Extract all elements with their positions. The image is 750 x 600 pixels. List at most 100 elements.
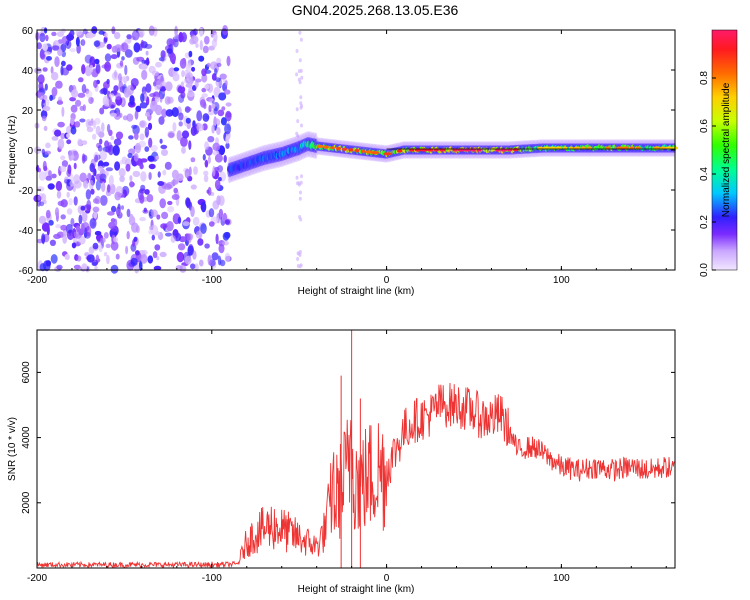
noise-blob [177,243,186,251]
snr-panel: 6000 4000 2000 -200 -100 0 100 Height of stra… [7,329,676,595]
ridge-peak [371,151,380,155]
noise-blob [113,236,119,243]
noise-blob [176,173,184,182]
noise-blob [149,225,153,231]
noise-blob [214,68,218,76]
noise-blob [41,233,46,244]
noise-blob [199,259,204,267]
noise-blob [224,219,230,225]
noise-blob [36,195,41,201]
spectrogram-panel: 60 40 20 0 -20 -40 -60 -200 -100 0 100 Height of … [7,25,679,297]
noise-blob [110,104,115,109]
noise-blob [168,43,174,55]
noise-blob [51,136,59,141]
noise-blob [113,138,122,146]
noise-blob [224,123,232,135]
noise-blob [217,165,224,173]
noise-blob [140,184,146,192]
noise-blob [71,242,77,249]
noise-blob [148,25,155,36]
noise-blob [89,64,94,73]
noise-blob [159,93,163,103]
noise-blob [155,155,159,160]
noise-blob [147,255,154,264]
noise-blob [124,64,128,76]
noise-blob [180,81,184,87]
noise-blob [56,190,62,199]
noise-blob [69,48,76,53]
noise-blob [150,100,158,112]
noise-blob [99,173,107,182]
noise-blob [167,206,175,213]
noise-blob [85,226,92,237]
noise-blob [123,76,127,85]
y-tick-label: 60 [22,26,34,37]
x-tick-label: -200 [27,573,47,584]
ridge-peak [396,149,403,153]
noise-blob [191,66,196,72]
snr-y-ticks: 6000 4000 2000 [21,361,675,514]
noise-blob [181,70,185,78]
noise-blob [295,175,299,180]
noise-blob [199,27,204,37]
noise-blob [171,194,180,200]
x-tick-label: 100 [553,275,570,286]
noise-blob [165,81,173,92]
x-tick-label: -100 [202,573,222,584]
noise-blob [176,251,185,263]
noise-blob [223,89,231,95]
noise-blob [92,167,96,177]
noise-blob [139,163,144,170]
ridge-peak [348,148,354,152]
noise-blob [101,122,105,133]
noise-blob [93,80,98,88]
noise-blob [159,198,166,209]
noise-blob [92,133,97,140]
noise-blob [39,263,47,272]
noise-blob [97,165,104,172]
ridge-peak [342,147,347,151]
noise-blob [187,233,192,244]
noise-blob [148,163,156,170]
noise-blob [178,121,183,127]
noise-blob [57,200,65,207]
noise-blob [190,184,197,190]
noise-blob [201,73,208,83]
noise-blob [47,183,55,190]
noise-blob [66,208,73,215]
noise-blob [59,165,67,173]
noise-blob [185,117,191,124]
noise-blob [212,165,216,177]
noise-blob [115,253,120,260]
noise-blob [78,214,83,225]
noise-blob [190,126,197,136]
noise-blob [120,42,129,53]
snr-marks [36,330,675,569]
noise-blob [73,196,78,206]
snr-y-label: SNR (10 * v/v) [7,417,18,481]
noise-blob [66,34,75,41]
noise-blob [152,251,158,259]
colorbar-label: Normalized spectral amplitude [721,82,732,217]
noise-blob [221,106,226,111]
noise-blob [106,43,112,50]
noise-blob [148,229,153,235]
noise-blob [196,123,204,132]
noise-blob [129,95,135,106]
noise-blob [165,109,174,117]
noise-blob [134,110,139,120]
noise-blob [162,169,167,176]
noise-blob [295,72,299,77]
noise-blob [218,92,227,101]
noise-blob [93,198,99,204]
noise-blob [201,68,207,77]
noise-blob [147,155,155,162]
noise-blob [127,152,133,159]
colorbar-tick-label: 0.6 [699,119,710,133]
x-tick-label: 0 [384,275,390,286]
noise-blob [153,265,162,271]
noise-blob [114,44,123,52]
noise-blob [91,261,98,266]
noise-blob [157,171,161,178]
noise-blob [66,191,70,198]
